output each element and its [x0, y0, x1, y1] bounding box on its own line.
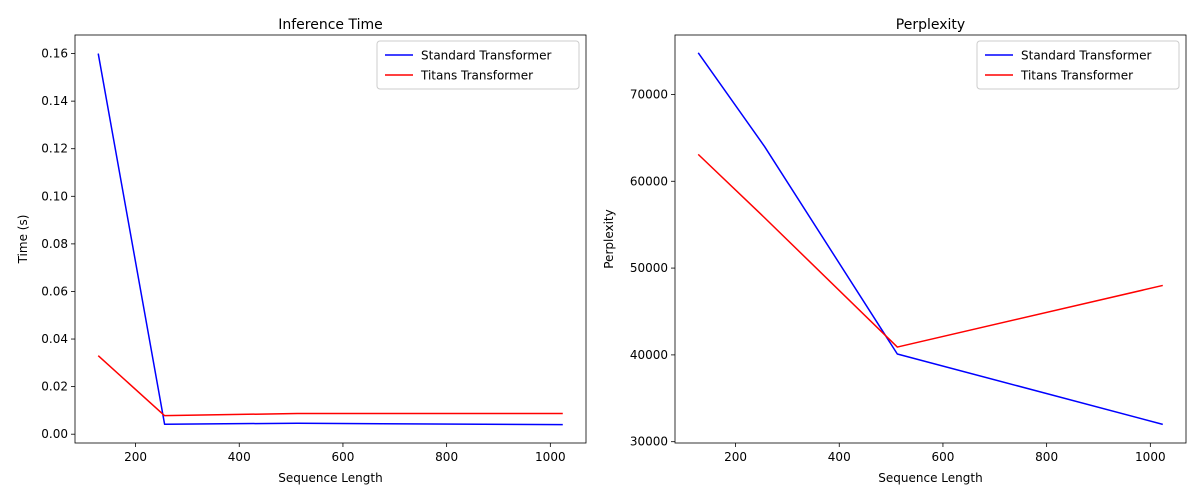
- series-line-2: [697, 153, 1163, 348]
- chart-1: Inference Time 200 400 600 800 1000 0.00 0.02 0.…: [16, 17, 587, 485]
- y-tick-label: 0.14: [41, 94, 68, 108]
- x-axis-label: Sequence Length: [878, 471, 982, 485]
- x-tick-label: 800: [1035, 450, 1058, 464]
- legend: Standard Transformer Titans Transformer: [376, 40, 580, 90]
- axes-frame: [74, 34, 587, 444]
- y-tick-label: 0.04: [41, 332, 68, 346]
- chart-title: Perplexity: [896, 17, 965, 33]
- x-tick-label: 600: [331, 450, 354, 464]
- series-line-1: [97, 53, 563, 426]
- x-tick-label: 800: [435, 450, 458, 464]
- y-tick-label: 0.08: [41, 237, 68, 251]
- chart-title: Inference Time: [278, 17, 383, 33]
- x-tick-label: 200: [724, 450, 747, 464]
- y-tick-label: 0.02: [41, 380, 68, 394]
- y-tick-label: 40000: [630, 348, 668, 362]
- axes-frame: [674, 34, 1187, 444]
- legend: Standard Transformer Titans Transformer: [976, 40, 1180, 90]
- y-tick-label: 50000: [630, 261, 668, 275]
- series-line-2: [97, 355, 563, 417]
- y-tick-label: 0.10: [41, 189, 68, 203]
- legend-box: [376, 40, 580, 90]
- x-tick-label: 1000: [1135, 450, 1166, 464]
- legend-label: Titans Transformer: [420, 69, 533, 83]
- y-tick-label: 0.16: [41, 47, 68, 61]
- y-tick-label: 0.12: [41, 142, 68, 156]
- legend-label: Standard Transformer: [421, 49, 551, 63]
- y-tick-label: 0.00: [41, 427, 68, 441]
- legend-label: Standard Transformer: [1021, 49, 1151, 63]
- y-tick-label: 0.06: [41, 284, 68, 298]
- x-tick-label: 400: [228, 450, 251, 464]
- legend-box: [976, 40, 1180, 90]
- x-tick-label: 600: [931, 450, 954, 464]
- x-tick-label: 400: [828, 450, 851, 464]
- chart-2: Perplexity 200 400 600 800 1000 30000 40000 5000…: [602, 17, 1187, 485]
- y-tick-label: 70000: [630, 87, 668, 101]
- legend-label: Titans Transformer: [1020, 69, 1133, 83]
- y-tick-label: 60000: [630, 174, 668, 188]
- y-axis-label: Perplexity: [602, 209, 616, 269]
- x-tick-label: 1000: [535, 450, 566, 464]
- y-axis-label: Time (s): [16, 215, 30, 265]
- x-tick-label: 200: [124, 450, 147, 464]
- x-axis-label: Sequence Length: [278, 471, 382, 485]
- y-tick-label: 30000: [630, 435, 668, 449]
- series-line-1: [697, 52, 1163, 426]
